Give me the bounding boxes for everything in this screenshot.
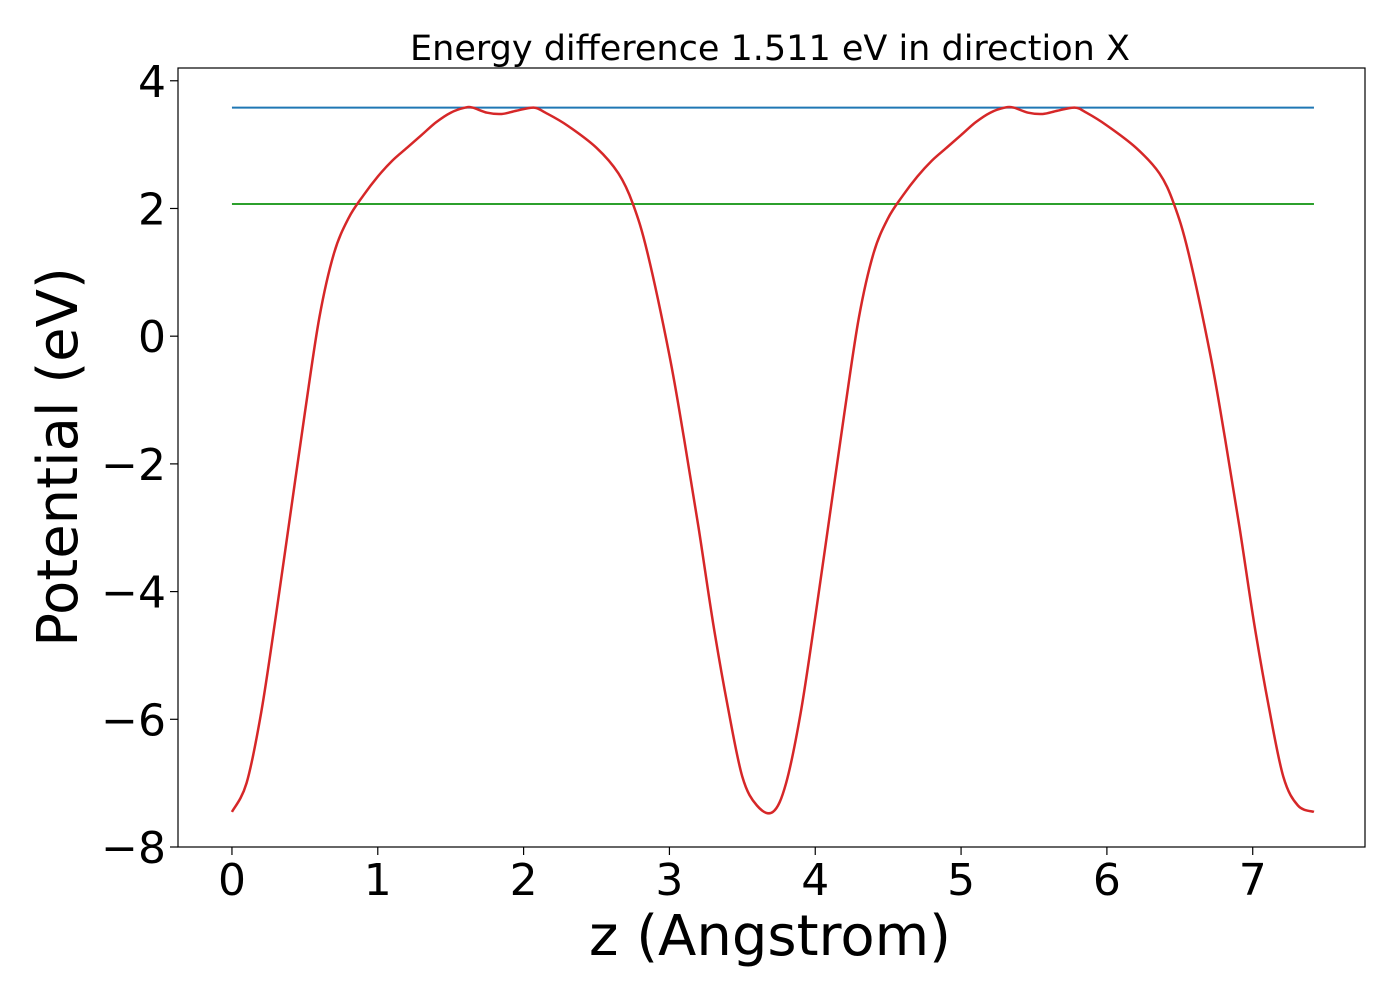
y-tick-label: −4 bbox=[101, 568, 166, 619]
y-tick-label: −6 bbox=[101, 695, 166, 746]
x-axis: 0 1 2 3 4 5 6 7 bbox=[218, 847, 1267, 906]
y-axis: −8 −6 −4 −2 0 2 4 bbox=[101, 57, 178, 874]
x-axis-label: z (Angstrom) bbox=[589, 904, 951, 969]
plot-frame bbox=[177, 67, 1366, 848]
y-tick-label: −8 bbox=[101, 823, 166, 874]
y-axis-label: Potential (eV) bbox=[26, 267, 91, 647]
series-line-3 bbox=[230, 105, 1315, 815]
x-tick-label: 5 bbox=[947, 855, 975, 906]
plot-area bbox=[178, 68, 1365, 847]
y-tick-label: 0 bbox=[138, 312, 166, 363]
series-layer bbox=[230, 105, 1315, 815]
x-tick-label: 0 bbox=[218, 855, 246, 906]
y-tick-label: 4 bbox=[138, 57, 166, 108]
chart-title: Energy difference 1.511 eV in direction … bbox=[410, 29, 1130, 69]
x-tick-label: 7 bbox=[1239, 855, 1267, 906]
x-tick-label: 6 bbox=[1093, 855, 1121, 906]
y-tick-label: 2 bbox=[138, 184, 166, 235]
x-tick-label: 4 bbox=[801, 855, 829, 906]
x-tick-label: 1 bbox=[364, 855, 392, 906]
x-tick-label: 3 bbox=[655, 855, 683, 906]
y-tick-label: −2 bbox=[101, 440, 166, 491]
x-tick-label: 2 bbox=[510, 855, 538, 906]
